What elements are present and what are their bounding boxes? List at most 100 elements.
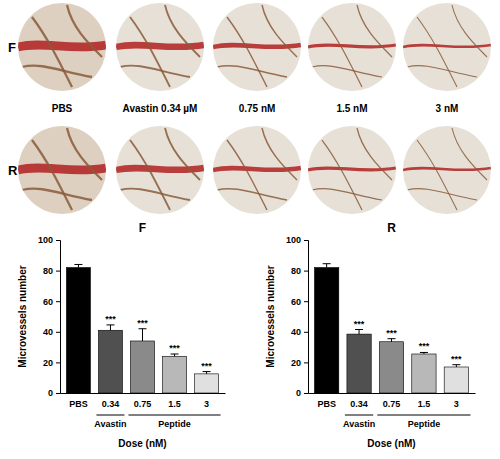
x-tick: 1.5	[418, 393, 431, 409]
y-tick-label: 60	[291, 297, 301, 307]
y-tick-label: 60	[43, 297, 53, 307]
x-tick-label: 0.34	[102, 399, 120, 409]
error-bar	[171, 354, 179, 356]
x-axis: PBS0.340.751.53	[309, 393, 476, 409]
error-bar	[420, 352, 428, 354]
significance: ***	[386, 328, 397, 338]
x-axis-title: Dose (nM)	[367, 438, 415, 449]
x-tick: 1.5	[168, 393, 181, 409]
photo	[403, 3, 491, 91]
error-cap	[106, 324, 114, 325]
vessels	[213, 5, 301, 87]
error-cap	[452, 364, 460, 365]
error-bar	[355, 330, 363, 335]
error-cap	[74, 264, 82, 265]
photo-background	[116, 3, 204, 91]
error-stem	[359, 330, 360, 335]
vessel	[217, 189, 287, 200]
vessels	[213, 128, 301, 210]
error-stem	[326, 264, 327, 268]
x-tick-label: PBS	[317, 399, 336, 409]
error-cap	[139, 328, 147, 329]
significance: ***	[169, 343, 180, 353]
bar	[163, 356, 187, 393]
group-line	[128, 415, 220, 416]
y-tick-mark	[56, 393, 60, 394]
y-tick-label: 40	[43, 327, 53, 337]
chart-title: F	[139, 221, 146, 235]
y-tick-label: 0	[296, 388, 301, 398]
group-line	[345, 415, 373, 416]
y-tick: 80	[291, 266, 308, 276]
error-stem	[110, 325, 111, 330]
error-bar	[452, 365, 460, 367]
vessels	[116, 128, 204, 210]
y-tick-label: 100	[286, 235, 301, 245]
vessel	[407, 189, 477, 200]
bar	[412, 354, 436, 393]
vessel	[120, 66, 190, 77]
vessel	[322, 17, 362, 87]
y-axis: 020406080100	[38, 235, 61, 398]
chart-title: R	[387, 221, 396, 235]
significance: ***	[137, 318, 148, 328]
y-tick: 60	[43, 297, 60, 307]
vessels	[18, 128, 106, 210]
significance: ***	[105, 314, 116, 324]
error-bar	[74, 264, 82, 267]
vessel	[417, 17, 457, 87]
y-tick-mark	[304, 362, 308, 363]
photo-background	[18, 126, 106, 214]
error-cap	[388, 338, 396, 339]
photo	[213, 126, 301, 214]
y-tick-mark	[304, 393, 308, 394]
y-tick-mark	[304, 271, 308, 272]
vessel	[452, 5, 487, 57]
y-tick-label: 20	[291, 358, 301, 368]
error-bar	[139, 329, 147, 341]
photo	[18, 3, 106, 91]
row-label: F	[8, 40, 16, 55]
y-tick-label: 100	[38, 235, 53, 245]
y-tick-mark	[304, 240, 308, 241]
y-axis-line	[304, 241, 309, 394]
photo-background	[403, 3, 491, 91]
bar	[314, 268, 338, 393]
vessel	[407, 66, 477, 77]
y-tick-mark	[56, 240, 60, 241]
vessel	[312, 189, 382, 200]
y-tick: 100	[38, 235, 60, 245]
x-tick-label: 0.75	[134, 399, 152, 409]
vessel	[22, 189, 92, 200]
y-tick-mark	[304, 301, 308, 302]
y-tick-mark	[304, 332, 308, 333]
group-line	[377, 415, 470, 416]
x-axis: PBS0.340.751.53	[61, 393, 226, 409]
y-tick: 60	[291, 297, 308, 307]
bar	[195, 374, 219, 393]
y-tick-mark	[56, 271, 60, 272]
photo-label: 3 nM	[436, 103, 459, 114]
x-tick: 3	[454, 393, 459, 409]
error-cap	[203, 371, 211, 372]
photo	[116, 3, 204, 91]
group-label: Peptide	[408, 419, 441, 429]
vessel	[130, 140, 170, 210]
y-axis-title: Microvessels number	[17, 265, 28, 367]
photo-background	[213, 126, 301, 214]
photo	[308, 126, 396, 214]
error-cap	[420, 352, 428, 353]
y-tick-mark	[56, 362, 60, 363]
vessel	[67, 128, 102, 180]
vessel	[67, 5, 102, 57]
row-label: R	[8, 163, 18, 178]
y-axis-line	[56, 241, 61, 394]
photo-background	[18, 3, 106, 91]
photo-label: 0.75 nM	[239, 103, 276, 114]
photo	[308, 3, 396, 91]
vessel	[452, 128, 487, 180]
y-tick: 80	[43, 266, 60, 276]
bar	[347, 334, 371, 393]
y-tick: 20	[43, 358, 60, 368]
photo-label: 1.5 nM	[336, 103, 367, 114]
